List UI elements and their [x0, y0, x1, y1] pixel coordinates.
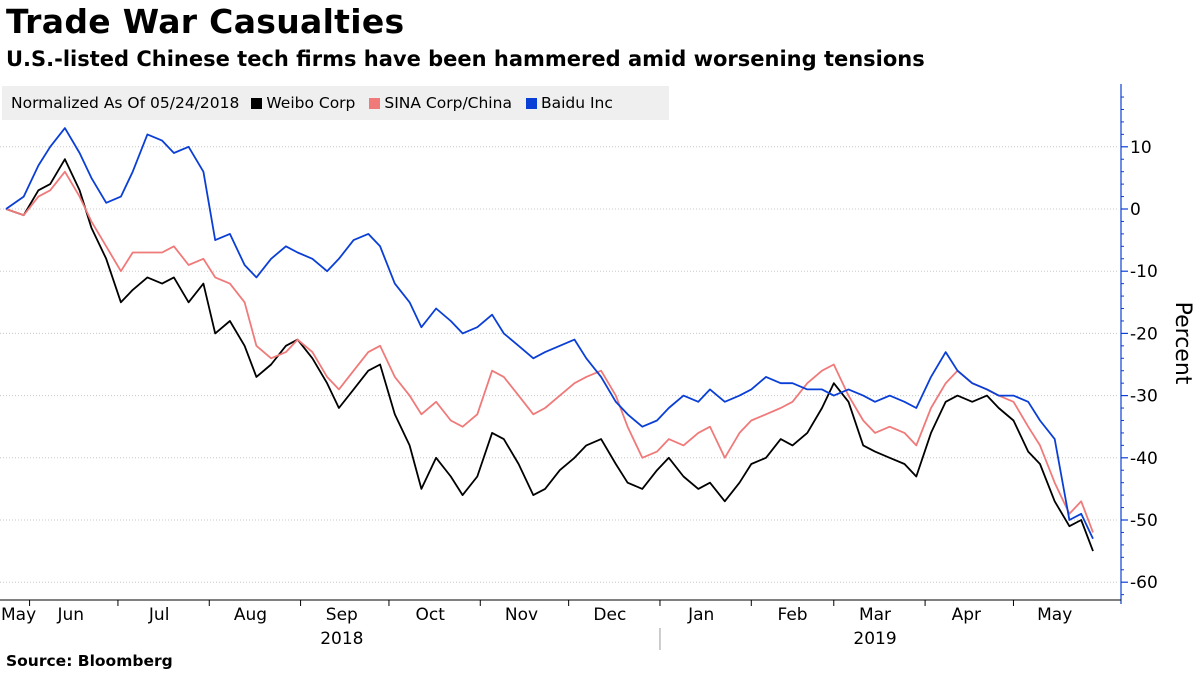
x-tick-label: May [1, 605, 36, 625]
legend-label-baidu: Baidu Inc [540, 94, 613, 112]
x-tick-label: Mar [859, 605, 891, 625]
series-line-baidu [5, 127, 1094, 540]
chart-title: Trade War Casualties [6, 2, 405, 41]
y-tick-label: 0 [1130, 200, 1141, 220]
x-tick-label: Apr [952, 605, 981, 625]
legend-swatch-weibo [251, 97, 263, 109]
x-tick-label: May [1037, 605, 1072, 625]
legend-item-weibo: Weibo Corp [251, 94, 355, 112]
y-tick-label: 10 [1130, 138, 1152, 158]
legend-swatch-sina [369, 97, 381, 109]
axes: 10 0 -10 -20 -30 -40 -50 -60 May Jun Jul Aug Sep Oct N… [0, 84, 1158, 650]
year-label: 2019 [853, 629, 896, 649]
y-tick-label: -50 [1130, 511, 1158, 531]
x-tick-label: Jan [687, 605, 714, 625]
x-tick-label: Jul [148, 605, 170, 625]
x-tick-label: Feb [777, 605, 807, 625]
legend-item-baidu: Baidu Inc [525, 94, 613, 112]
x-tick-label: Jun [57, 605, 85, 625]
legend-label-sina: SINA Corp/China [384, 94, 512, 112]
y-tick-label: -40 [1130, 449, 1158, 469]
series-lines [5, 127, 1094, 552]
grid-lines [0, 146, 1118, 583]
x-tick-label: Dec [593, 605, 626, 625]
y-tick-label: -30 [1130, 387, 1158, 407]
legend-note: Normalized As Of 05/24/2018 [11, 94, 240, 112]
y-axis-label: Percent [1170, 302, 1195, 385]
y-tick-label: -60 [1130, 573, 1158, 593]
legend: Normalized As Of 05/24/2018 Weibo Corp S… [2, 86, 669, 120]
x-tick-label: Sep [326, 605, 358, 625]
legend-label-weibo: Weibo Corp [266, 94, 356, 112]
series-line-sina [5, 170, 1094, 533]
source-note: Source: Bloomberg [6, 652, 173, 670]
x-tick-label: Nov [505, 605, 538, 625]
legend-swatch-baidu [525, 97, 537, 109]
year-label: 2018 [320, 629, 363, 649]
legend-item-sina: SINA Corp/China [369, 94, 512, 112]
y-tick-label: -10 [1130, 262, 1158, 282]
x-tick-label: Aug [234, 605, 267, 625]
series-line-weibo [5, 158, 1094, 552]
x-tick-label: Oct [415, 605, 445, 625]
y-tick-label: -20 [1130, 324, 1158, 344]
chart-subtitle: U.S.-listed Chinese tech firms have been… [6, 47, 925, 71]
